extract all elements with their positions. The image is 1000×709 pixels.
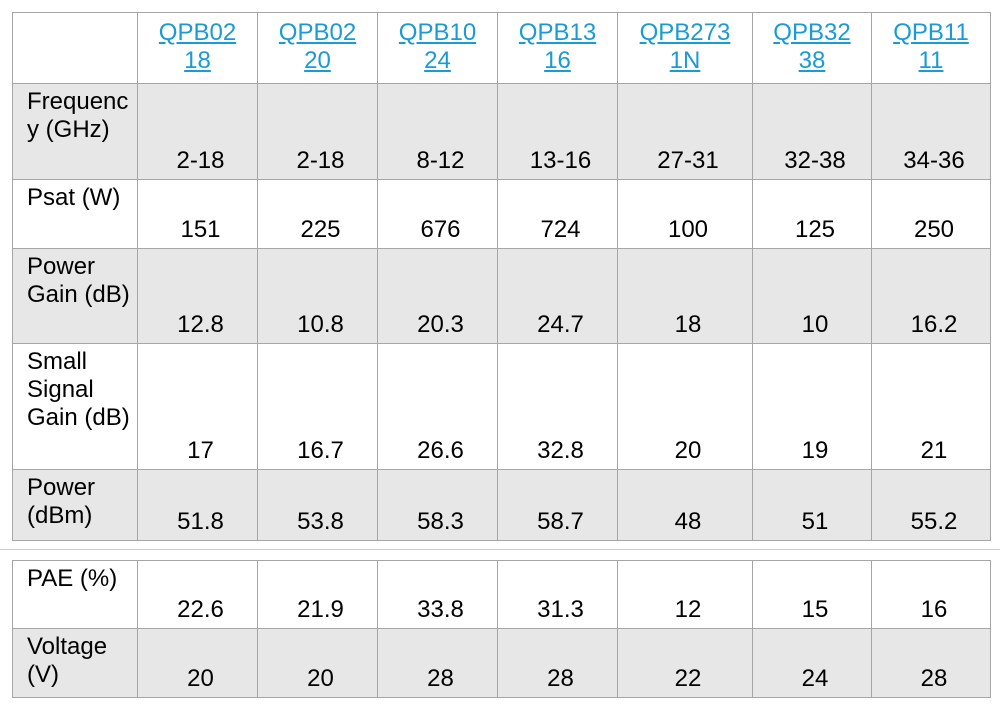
value-cell: 20: [257, 628, 378, 698]
row-label: Power Gain (dB): [12, 248, 138, 344]
header-cell: QPB1316: [497, 12, 618, 84]
value-cell: 27-31: [617, 83, 753, 180]
value-cell: 20: [137, 628, 258, 698]
separator: [0, 549, 1000, 550]
part-link[interactable]: QPB3238: [773, 19, 851, 74]
value-cell: 21: [871, 343, 991, 470]
row-label: Frequency (GHz): [12, 83, 138, 180]
value-cell: 16: [871, 560, 991, 629]
value-cell: 13-16: [497, 83, 618, 180]
value-cell: 2-18: [257, 83, 378, 180]
row-label: Power (dBm): [12, 469, 138, 541]
part-link[interactable]: QPB2731N: [639, 19, 731, 74]
value-cell: 10: [752, 248, 872, 344]
data-row: Small Signal Gain (dB) 17 16.7 26.6 32.8 20 19…: [12, 343, 991, 470]
row-label: Small Signal Gain (dB): [12, 343, 138, 470]
value-cell: 22.6: [137, 560, 258, 629]
part-link[interactable]: QPB1111: [893, 19, 969, 74]
value-cell: 24: [752, 628, 872, 698]
data-row: Power Gain (dB) 12.8 10.8 20.3 24.7 18 10 16.2: [12, 248, 991, 344]
value-cell: 26.6: [377, 343, 498, 470]
value-cell: 100: [617, 179, 753, 249]
value-cell: 28: [871, 628, 991, 698]
value-cell: 20.3: [377, 248, 498, 344]
value-cell: 250: [871, 179, 991, 249]
value-cell: 32-38: [752, 83, 872, 180]
part-link[interactable]: QPB1024: [398, 19, 477, 74]
value-cell: 58.3: [377, 469, 498, 541]
value-cell: 16.2: [871, 248, 991, 344]
value-cell: 2-18: [137, 83, 258, 180]
value-cell: 676: [377, 179, 498, 249]
spec-table: QPB0218 QPB0220 QPB1024 QPB1316 QPB2731N QPB3…: [12, 12, 991, 541]
value-cell: 48: [617, 469, 753, 541]
value-cell: 53.8: [257, 469, 378, 541]
value-cell: 15: [752, 560, 872, 629]
value-cell: 31.3: [497, 560, 618, 629]
value-cell: 8-12: [377, 83, 498, 180]
header-cell: QPB3238: [752, 12, 872, 84]
value-cell: 22: [617, 628, 753, 698]
value-cell: 28: [497, 628, 618, 698]
data-row: Power (dBm) 51.8 53.8 58.3 58.7 48 51 55.2: [12, 469, 991, 541]
corner-cell: [12, 12, 138, 84]
value-cell: 125: [752, 179, 872, 249]
header-cell: QPB0220: [257, 12, 378, 84]
value-cell: 58.7: [497, 469, 618, 541]
spec-table-2: PAE (%) 22.6 21.9 33.8 31.3 12 15 16 Voltage (V)…: [12, 560, 991, 698]
part-link[interactable]: QPB0218: [158, 19, 237, 74]
value-cell: 12.8: [137, 248, 258, 344]
header-cell: QPB0218: [137, 12, 258, 84]
value-cell: 18: [617, 248, 753, 344]
data-row: PAE (%) 22.6 21.9 33.8 31.3 12 15 16: [12, 560, 991, 629]
header-cell: QPB1024: [377, 12, 498, 84]
header-cell: QPB1111: [871, 12, 991, 84]
value-cell: 51: [752, 469, 872, 541]
value-cell: 28: [377, 628, 498, 698]
value-cell: 19: [752, 343, 872, 470]
value-cell: 21.9: [257, 560, 378, 629]
value-cell: 16.7: [257, 343, 378, 470]
value-cell: 10.8: [257, 248, 378, 344]
value-cell: 724: [497, 179, 618, 249]
value-cell: 51.8: [137, 469, 258, 541]
value-cell: 12: [617, 560, 753, 629]
data-row: Psat (W) 151 225 676 724 100 125 250: [12, 179, 991, 249]
value-cell: 32.8: [497, 343, 618, 470]
value-cell: 151: [137, 179, 258, 249]
row-label: PAE (%): [12, 560, 138, 629]
data-row: Frequency (GHz) 2-18 2-18 8-12 13-16 27-31 32-…: [12, 83, 991, 180]
row-label: Voltage (V): [12, 628, 138, 698]
value-cell: 17: [137, 343, 258, 470]
part-link[interactable]: QPB0220: [278, 19, 357, 74]
header-row: QPB0218 QPB0220 QPB1024 QPB1316 QPB2731N QPB3…: [12, 12, 991, 84]
value-cell: 20: [617, 343, 753, 470]
value-cell: 55.2: [871, 469, 991, 541]
value-cell: 33.8: [377, 560, 498, 629]
data-row: Voltage (V) 20 20 28 28 22 24 28: [12, 628, 991, 698]
value-cell: 225: [257, 179, 378, 249]
header-cell: QPB2731N: [617, 12, 753, 84]
row-label: Psat (W): [12, 179, 138, 249]
value-cell: 24.7: [497, 248, 618, 344]
value-cell: 34-36: [871, 83, 991, 180]
part-link[interactable]: QPB1316: [518, 19, 597, 74]
